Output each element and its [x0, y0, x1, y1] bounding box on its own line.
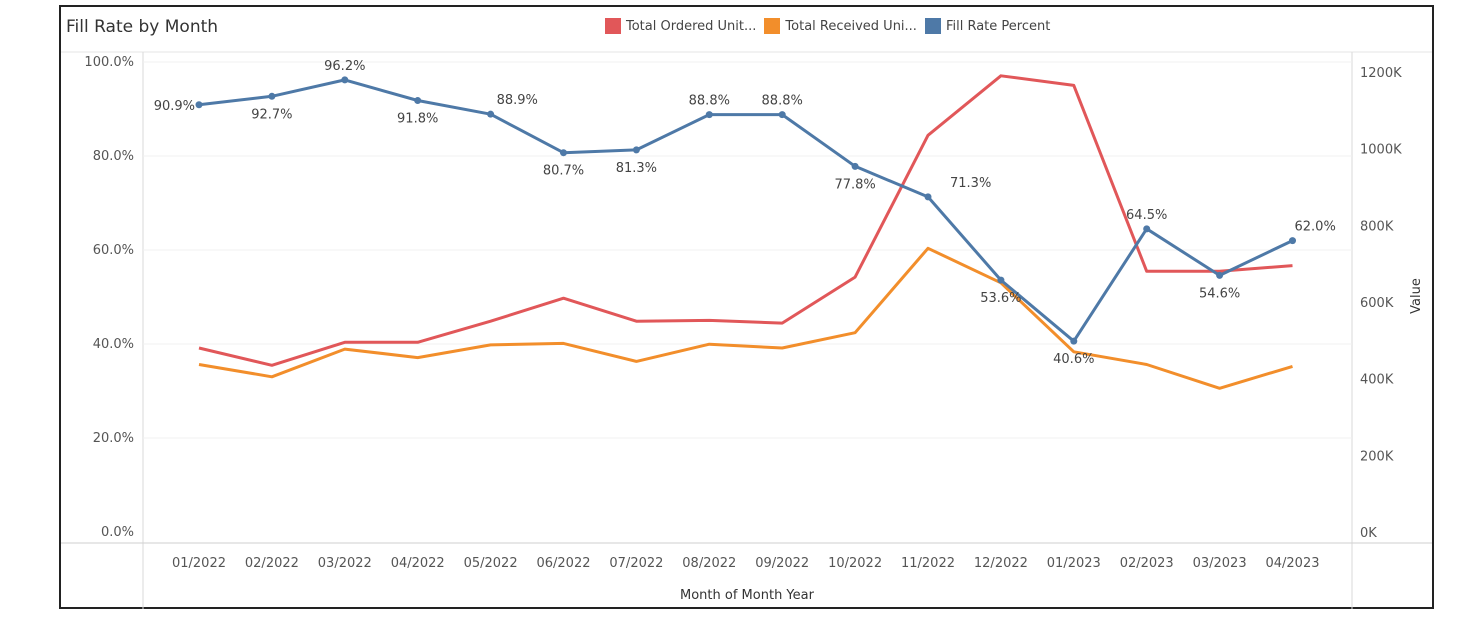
fill-rate-point — [1143, 225, 1151, 233]
fill-rate-data-label: 71.3% — [950, 176, 991, 191]
fill-rate-data-label: 81.3% — [616, 161, 657, 176]
x-axis-title: Month of Month Year — [680, 588, 815, 603]
x-tick-label: 09/2022 — [755, 556, 809, 571]
fill-rate-point — [705, 111, 713, 119]
fill-rate-point — [560, 149, 567, 157]
fill-rate-data-label: 80.7% — [543, 164, 584, 179]
x-tick-label: 03/2023 — [1193, 556, 1247, 571]
legend-item-ordered[interactable]: Total Ordered Unit... — [605, 18, 756, 34]
left-tick-label: 40.0% — [93, 337, 134, 352]
fill-rate-data-label: 96.2% — [324, 59, 365, 74]
fill-rate-point — [341, 76, 349, 84]
right-tick-label: 200K — [1360, 449, 1394, 464]
x-tick-label: 11/2022 — [901, 556, 955, 571]
legend-item-received[interactable]: Total Received Uni... — [764, 18, 917, 34]
x-tick-label: 04/2022 — [391, 556, 445, 571]
chart-legend: Total Ordered Unit... Total Received Uni… — [605, 18, 1058, 34]
legend-label-received: Total Received Uni... — [785, 18, 917, 34]
fill-rate-point — [195, 101, 203, 109]
right-tick-label: 600K — [1360, 296, 1394, 311]
right-tick-label: 800K — [1360, 219, 1394, 234]
x-tick-label: 01/2022 — [172, 556, 226, 571]
fill-rate-data-label: 92.7% — [251, 107, 292, 122]
ordered-units-line — [198, 74, 1293, 367]
fill-rate-data-label: 64.5% — [1126, 208, 1167, 223]
fill-rate-line — [198, 78, 1294, 343]
fill-rate-data-label: 54.6% — [1199, 286, 1240, 301]
received-units-line — [198, 246, 1293, 390]
fill-rate-data-label: 62.0% — [1295, 220, 1336, 235]
left-tick-label: 0.0% — [101, 525, 134, 540]
fill-rate-point — [1070, 337, 1078, 345]
right-tick-label: 400K — [1360, 373, 1394, 388]
fill-rate-point — [414, 97, 422, 105]
x-tick-label: 01/2023 — [1047, 556, 1101, 571]
legend-swatch-fill-rate — [924, 18, 941, 34]
x-tick-label: 10/2022 — [828, 556, 882, 571]
fill-rate-point — [1289, 237, 1296, 245]
right-tick-label: 1000K — [1360, 143, 1402, 158]
fill-rate-data-label: 88.9% — [497, 93, 538, 108]
fill-rate-point — [487, 110, 495, 118]
x-tick-label: 06/2022 — [536, 556, 590, 571]
left-tick-label: 80.0% — [93, 149, 134, 164]
x-tick-label: 02/2023 — [1120, 556, 1174, 571]
chart-frame — [59, 5, 1434, 609]
fill-rate-point — [632, 146, 640, 154]
right-axis-title: Value — [1409, 278, 1424, 314]
x-tick-label: 07/2022 — [609, 556, 663, 571]
left-tick-label: 20.0% — [93, 431, 134, 446]
x-tick-label: 12/2022 — [974, 556, 1028, 571]
fill-rate-data-label: 91.8% — [397, 112, 438, 127]
x-tick-label: 04/2023 — [1265, 556, 1319, 571]
fill-rate-data-label: 40.6% — [1053, 352, 1094, 367]
legend-swatch-ordered — [605, 18, 621, 34]
left-tick-label: 60.0% — [93, 243, 134, 258]
legend-item-fill-rate[interactable]: Fill Rate Percent — [924, 18, 1051, 34]
fill-rate-point — [851, 162, 859, 170]
legend-label-ordered: Total Ordered Unit... — [626, 18, 757, 34]
right-tick-label: 1200K — [1360, 66, 1402, 81]
legend-swatch-received — [764, 18, 781, 34]
fill-rate-point — [924, 193, 932, 201]
fill-rate-point — [1216, 271, 1224, 279]
fill-rate-data-label: 88.8% — [762, 94, 803, 109]
chart-title: Fill Rate by Month — [66, 17, 219, 37]
fill-rate-point — [268, 92, 276, 100]
fill-rate-point — [997, 276, 1005, 284]
x-tick-label: 05/2022 — [464, 556, 518, 571]
right-tick-label: 0K — [1360, 526, 1377, 541]
x-tick-label: 08/2022 — [682, 556, 736, 571]
x-tick-label: 02/2022 — [245, 556, 299, 571]
fill-rate-point — [778, 111, 786, 119]
fill-rate-data-label: 53.6% — [980, 291, 1021, 306]
fill-rate-data-label: 90.9% — [154, 99, 195, 114]
fill-rate-data-label: 77.8% — [834, 177, 875, 192]
legend-label-fill-rate: Fill Rate Percent — [945, 18, 1051, 34]
x-tick-label: 03/2022 — [318, 556, 372, 571]
left-tick-label: 100.0% — [84, 55, 134, 70]
fill-rate-data-label: 88.8% — [689, 94, 730, 109]
